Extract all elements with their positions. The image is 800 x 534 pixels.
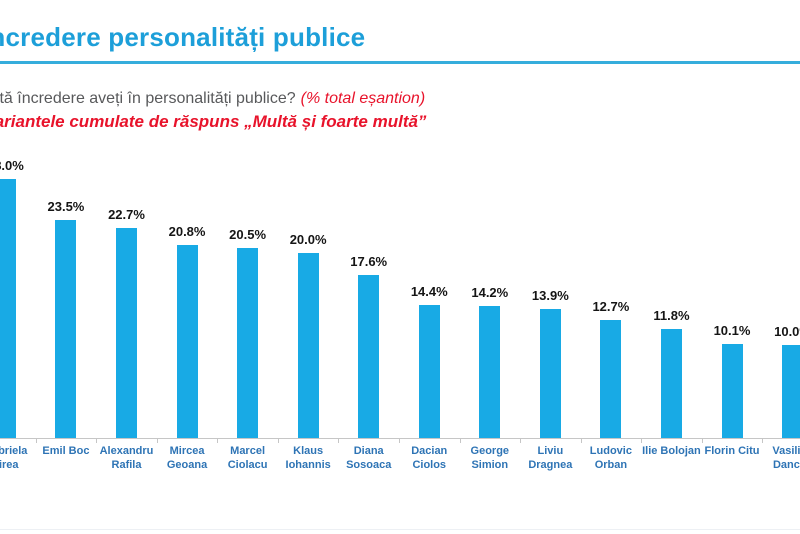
bar (479, 306, 501, 438)
bar-value-label: 10.0% (774, 324, 800, 340)
bar-value-label: 20.0% (289, 231, 327, 247)
bar-category-label: Diana Sosoaca (346, 445, 392, 471)
x-axis-tick (459, 439, 461, 443)
x-axis-tick (338, 439, 340, 443)
x-axis-tick (762, 439, 764, 443)
bar-value-label: 17.6% (350, 253, 388, 269)
bar (297, 252, 319, 438)
bar-value-label: 12.7% (592, 299, 630, 315)
bar (539, 309, 561, 438)
bar-category-label: Klaus Iohannis (285, 445, 331, 471)
bottom-divider (0, 529, 800, 530)
bar-value-label: 10.1% (713, 323, 751, 339)
survey-question-text: Câtă încredere aveți în personalități pu… (0, 90, 296, 107)
x-axis-tick (701, 439, 703, 443)
bar-category-label: Marcel Ciolacu (227, 445, 268, 471)
bar-value-label: 20.8% (168, 224, 206, 240)
bar-category-label: Ludovic Orban (589, 445, 632, 471)
page-title: Încredere personalități publice (0, 22, 366, 52)
survey-question: Câtă încredere aveți în personalități pu… (0, 90, 425, 108)
bar-value-label: 13.9% (531, 288, 569, 304)
bar-category-label: Dacian Ciolos (411, 445, 448, 471)
x-axis-line (0, 438, 800, 439)
bar (721, 344, 743, 438)
bar-value-label: 20.5% (229, 227, 267, 243)
answer-variant-subtitle: Variantele cumulate de răspuns „Multă și… (0, 112, 427, 131)
bar-category-label: Ilie Bolojan (642, 445, 701, 457)
x-axis-tick (580, 439, 582, 443)
bar-category-label: Alexandru Rafila (99, 445, 154, 471)
bar-value-label: 14.4% (410, 283, 448, 299)
bar-category-label: Gabriela Firea (0, 445, 28, 471)
bar-value-label: 22.7% (108, 206, 145, 222)
bar (116, 227, 137, 438)
x-axis-tick (35, 439, 37, 443)
x-axis-tick (641, 439, 643, 443)
bar-value-label: 23.5% (47, 199, 85, 215)
bar (0, 178, 16, 438)
bar (55, 220, 77, 438)
x-axis-tick (398, 439, 400, 443)
title-underline (0, 61, 800, 64)
bar-category-label: Mircea Geoana (166, 445, 208, 471)
bar (782, 345, 800, 438)
bar-value-label: 11.8% (653, 307, 690, 323)
bar-category-label: Emil Boc (42, 445, 90, 457)
bar (237, 248, 259, 438)
bar (418, 304, 440, 438)
x-axis-tick (156, 439, 158, 443)
bar (358, 274, 380, 438)
survey-question-note: (% total eșantion) (300, 90, 426, 107)
bar-category-label: Florin Citu (704, 445, 760, 457)
x-axis-tick (277, 439, 279, 443)
bar (176, 245, 198, 438)
x-axis-tick (520, 439, 522, 443)
bar (660, 328, 682, 438)
bar-category-label: Vasilica Dancila (772, 445, 800, 471)
bar-category-label: Liviu Dragnea (528, 445, 573, 471)
bar-value-label: 28.0% (0, 157, 24, 173)
x-axis-tick (217, 439, 219, 443)
bar-category-label: George Simion (470, 445, 510, 471)
bar-value-label: 14.2% (471, 285, 509, 301)
bar (600, 320, 622, 438)
x-axis-tick (96, 439, 98, 443)
